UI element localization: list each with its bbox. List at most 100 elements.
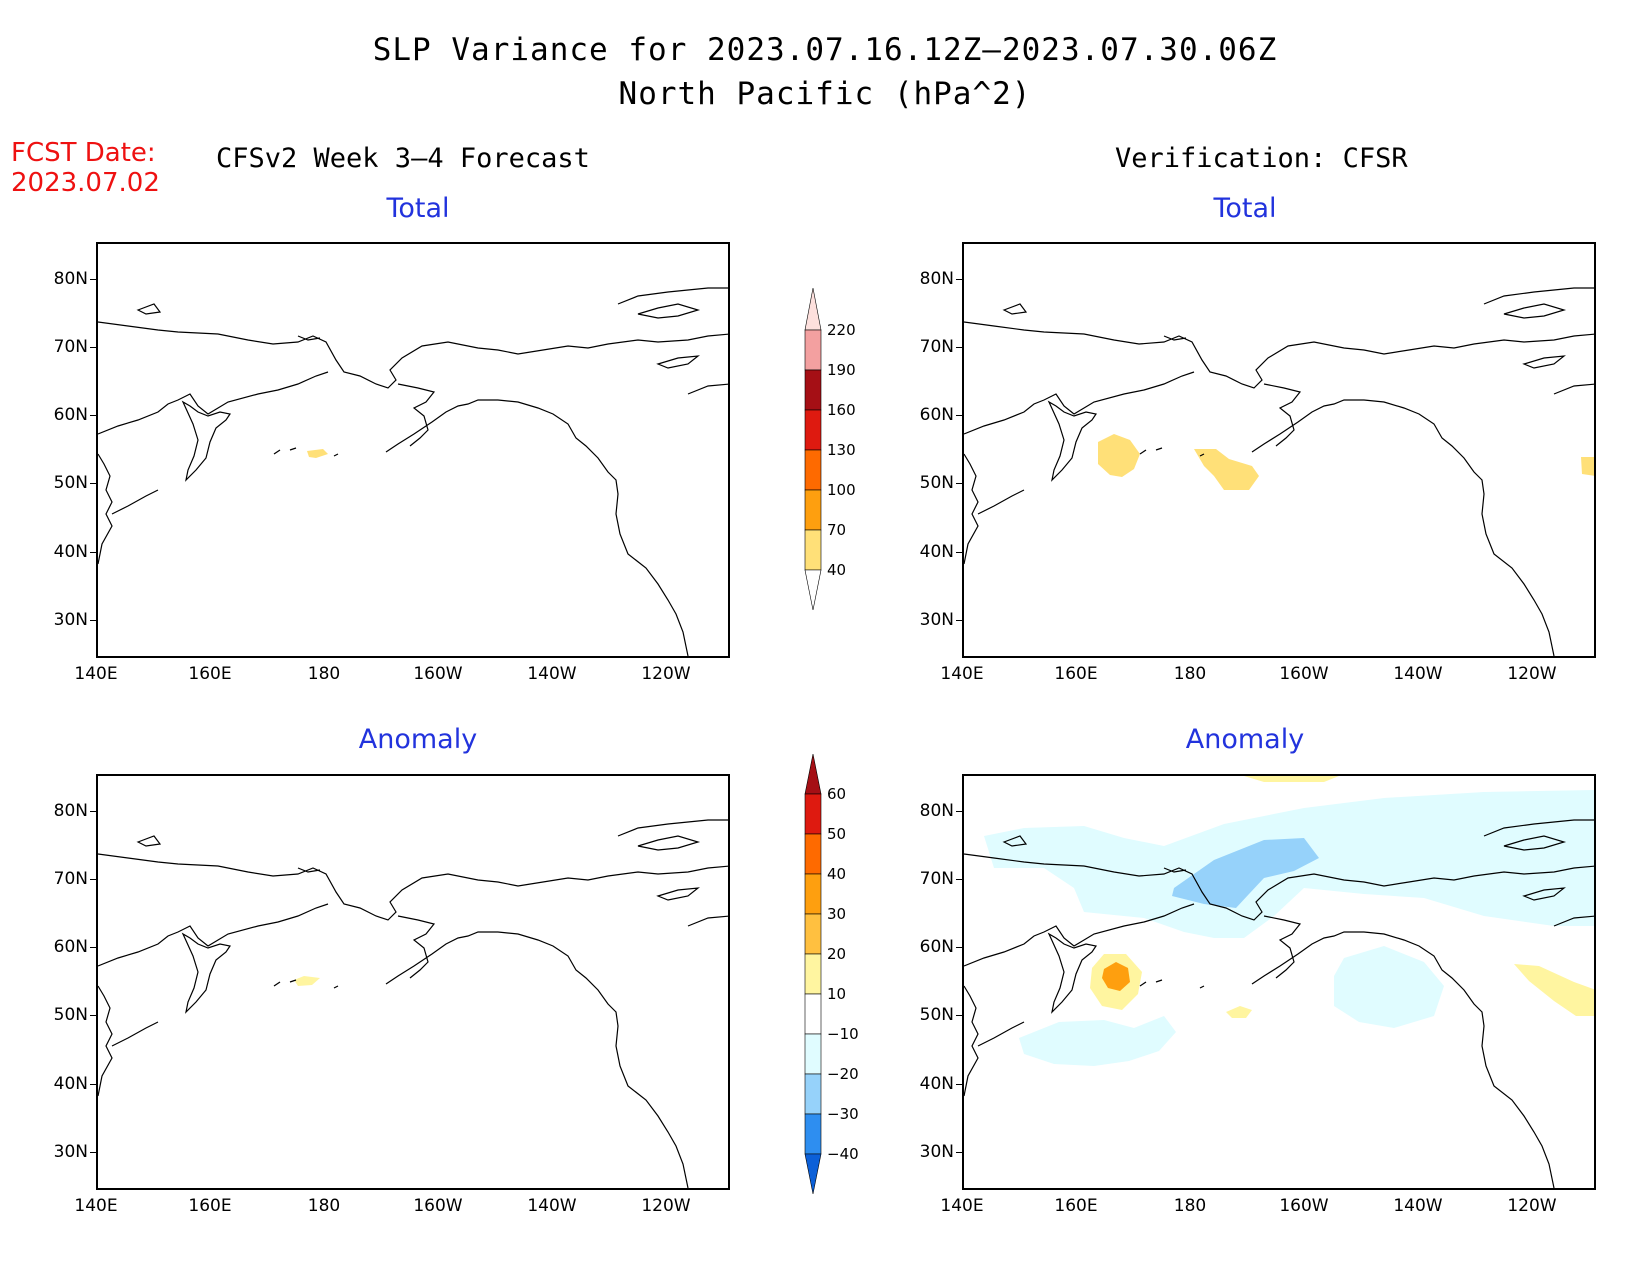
coastline-segment <box>98 985 113 1097</box>
lon-tick-label: 160E <box>1054 664 1098 684</box>
coastline-segment <box>1251 931 1364 985</box>
lat-tick-mark <box>90 620 96 621</box>
lat-tick-mark <box>90 947 96 948</box>
lat-tick-label: 70N <box>53 337 88 357</box>
variance-shade-west <box>1098 434 1140 477</box>
coastline-segment <box>136 303 162 315</box>
lat-tick-label: 40N <box>53 1074 88 1094</box>
coastline-segment <box>273 981 281 987</box>
colorbar-tick-label: 220 <box>827 321 856 339</box>
coastline-segment <box>977 489 1025 515</box>
lat-tick-mark <box>90 483 96 484</box>
panel-title-forecast-anomaly: Anomaly <box>358 724 478 755</box>
colorbar-top-arrow <box>804 287 822 331</box>
lat-tick-mark <box>956 879 962 880</box>
colorbar-swatch <box>804 1033 822 1075</box>
coastline-segment <box>98 853 728 921</box>
colorbar-tick-label: −10 <box>827 1025 859 1043</box>
lat-tick-label: 40N <box>919 1074 954 1094</box>
colorbar-tick-label: 40 <box>827 561 847 579</box>
coastline-segment <box>385 931 498 985</box>
lat-tick-mark <box>956 347 962 348</box>
coastline-segment <box>617 819 728 837</box>
coastline-segment <box>1155 447 1163 451</box>
coastline-segment <box>1155 979 1163 983</box>
main-title-line1: SLP Variance for 2023.07.16.12Z–2023.07.… <box>372 32 1278 68</box>
coastline-segment <box>1483 819 1594 837</box>
lat-tick-label: 70N <box>53 869 88 889</box>
colorbar-tick-label: 160 <box>827 401 856 419</box>
coastline-segment <box>111 1021 159 1047</box>
coastline-segment <box>1139 449 1147 455</box>
coastline-segment <box>1199 453 1205 457</box>
coastline-segment <box>1263 915 1302 979</box>
lon-tick-label: 180 <box>307 1196 341 1216</box>
coastline-segment <box>1503 303 1567 319</box>
coastline-segment <box>297 335 321 341</box>
coastline-segment <box>1047 400 1097 482</box>
map-forecast-anomaly-canvas <box>98 819 728 1188</box>
coastline-segment <box>964 853 1594 921</box>
lon-tick-label: 140E <box>940 664 984 684</box>
colorbar-swatch <box>804 329 822 371</box>
coastline-segment <box>687 383 728 395</box>
coastline-segment <box>1263 383 1302 447</box>
lon-tick-label: 140W <box>1393 664 1443 684</box>
positive-shade-kamchatka-core <box>1102 962 1130 991</box>
lon-tick-label: 140E <box>74 1196 118 1216</box>
colorbar-tick-label: −30 <box>827 1105 859 1123</box>
coastline-segment <box>136 835 162 847</box>
coastline-segment <box>333 453 339 457</box>
colorbar-tick-label: 190 <box>827 361 856 379</box>
colorbar-swatch <box>804 833 822 875</box>
coastline-segment <box>397 915 436 979</box>
coastline-segment <box>1002 303 1028 315</box>
lat-tick-mark <box>956 947 962 948</box>
lat-tick-mark <box>956 1084 962 1085</box>
colorbar-swatch <box>804 1073 822 1115</box>
colorbar-top-arrow <box>804 754 822 795</box>
coastline-segment <box>1163 867 1187 873</box>
anomaly-shade-yellow <box>294 976 320 986</box>
coastline-segment <box>333 985 339 989</box>
coastline <box>98 287 728 656</box>
lon-tick-label: 160W <box>413 1196 463 1216</box>
negative-shade-south <box>1019 1016 1176 1066</box>
colorbar-tick-label: 50 <box>827 825 847 843</box>
colorbar-tick-label: −20 <box>827 1065 859 1083</box>
lat-tick-label: 60N <box>53 937 88 957</box>
colorbar-total <box>804 287 822 610</box>
anomaly-shade-yellow <box>307 449 328 458</box>
negative-shade-strong <box>1172 838 1319 908</box>
lat-tick-label: 60N <box>53 405 88 425</box>
lon-tick-label: 140W <box>527 664 577 684</box>
colorbar-swatch <box>804 913 822 955</box>
colorbar-tick-label: 40 <box>827 865 847 883</box>
lon-tick-label: 140E <box>74 664 118 684</box>
lon-tick-label: 180 <box>1173 664 1207 684</box>
map-verification-total-canvas <box>964 287 1594 656</box>
lat-tick-label: 50N <box>919 473 954 493</box>
lat-tick-label: 60N <box>919 937 954 957</box>
colorbar-tick-label: 100 <box>827 481 856 499</box>
lat-tick-mark <box>956 279 962 280</box>
lon-tick-label: 140E <box>940 1196 984 1216</box>
coastline-segment <box>964 903 1195 967</box>
lat-tick-mark <box>956 1015 962 1016</box>
coastline-segment <box>1483 287 1594 305</box>
coastline-segment <box>497 399 689 656</box>
lat-tick-label: 80N <box>53 801 88 821</box>
coastline-segment <box>964 371 1195 435</box>
lat-tick-mark <box>90 1084 96 1085</box>
lat-tick-label: 80N <box>53 269 88 289</box>
colorbar-tick-label: 30 <box>827 905 847 923</box>
positive-shade-aleutian <box>1226 1006 1252 1018</box>
coastline-segment <box>1553 915 1594 927</box>
lon-tick-label: 160W <box>413 664 463 684</box>
lat-tick-mark <box>956 811 962 812</box>
lat-tick-mark <box>90 1015 96 1016</box>
left-column-title: CFSv2 Week 3–4 Forecast <box>216 143 590 174</box>
coastline-segment <box>98 903 329 967</box>
colorbar-tick-label: 130 <box>827 441 856 459</box>
coastline-segment <box>1163 335 1187 341</box>
